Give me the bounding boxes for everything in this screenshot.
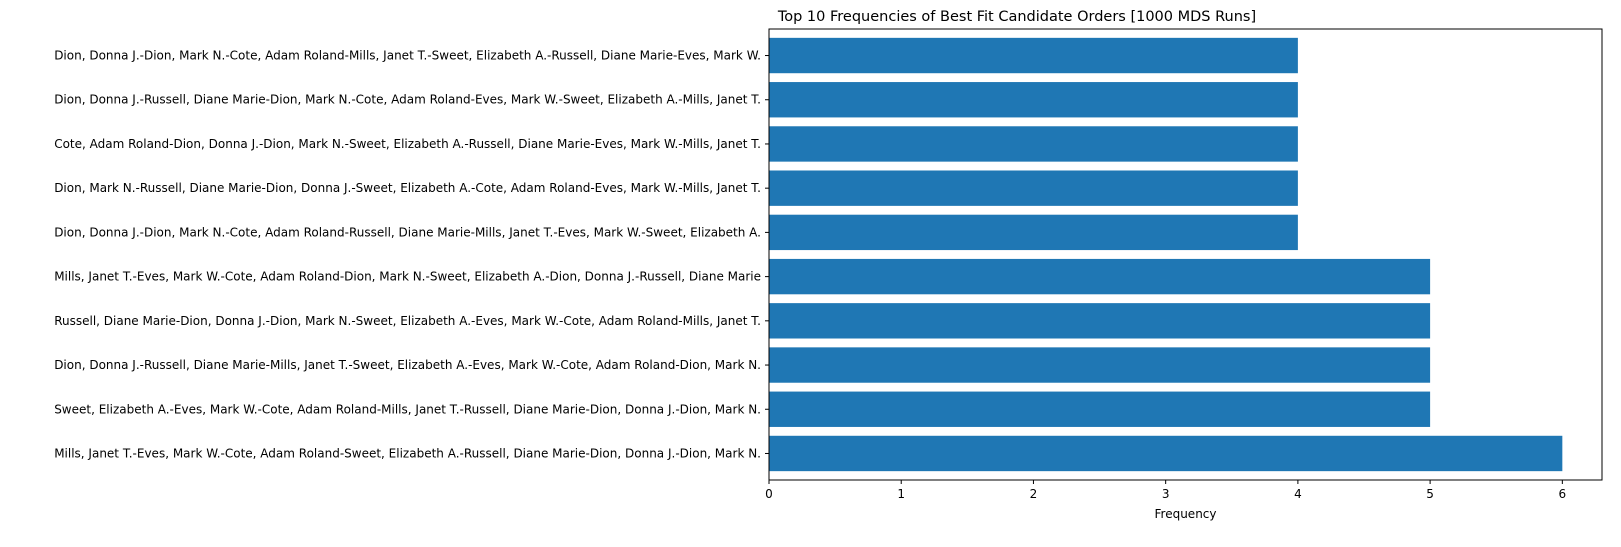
plot-frame	[768, 28, 1603, 481]
y-tick-label: Dion, Donna J.-Dion, Mark N.-Cote, Adam …	[54, 49, 761, 63]
bar	[769, 435, 1563, 472]
bar	[769, 82, 1298, 118]
bar	[769, 37, 1298, 74]
bar	[769, 303, 1431, 339]
y-tick-label: Mills, Janet T.-Eves, Mark W.-Cote, Adam…	[54, 270, 761, 284]
x-axis-label: Frequency	[1155, 507, 1217, 521]
bar	[769, 391, 1431, 427]
x-axis-ticks: 0 1 2 3 4 5 6	[765, 480, 1566, 501]
chart-title: Top 10 Frequencies of Best Fit Candidate…	[777, 9, 1256, 25]
y-tick-label: Russell, Diane Marie-Dion, Donna J.-Dion…	[54, 314, 761, 328]
x-tick-label: 5	[1426, 487, 1434, 501]
bars-group	[769, 37, 1563, 472]
x-tick-label: 0	[765, 487, 773, 501]
bar	[769, 170, 1298, 206]
bar	[769, 258, 1431, 295]
bar	[769, 214, 1298, 251]
x-tick-label: 4	[1294, 487, 1302, 501]
y-tick-label: Dion, Donna J.-Dion, Mark N.-Cote, Adam …	[54, 225, 761, 239]
bar	[769, 126, 1298, 162]
bar	[769, 347, 1431, 383]
x-tick-label: 6	[1559, 487, 1567, 501]
y-tick-label: Mills, Janet T.-Eves, Mark W.-Cote, Adam…	[54, 446, 761, 460]
x-tick-label: 3	[1162, 487, 1170, 501]
x-tick-label: 2	[1030, 487, 1038, 501]
y-axis-ticks: Dion, Donna J.-Dion, Mark N.-Cote, Adam …	[54, 49, 769, 460]
y-tick-label: Dion, Mark N.-Russell, Diane Marie-Dion,…	[54, 181, 761, 195]
y-tick-label: Sweet, Elizabeth A.-Eves, Mark W.-Cote, …	[54, 402, 761, 416]
y-tick-label: Cote, Adam Roland-Dion, Donna J.-Dion, M…	[54, 137, 761, 151]
y-tick-label: Dion, Donna J.-Russell, Diane Marie-Mill…	[54, 358, 761, 372]
x-tick-label: 1	[897, 487, 905, 501]
y-tick-label: Dion, Donna J.-Russell, Diane Marie-Dion…	[54, 93, 761, 107]
